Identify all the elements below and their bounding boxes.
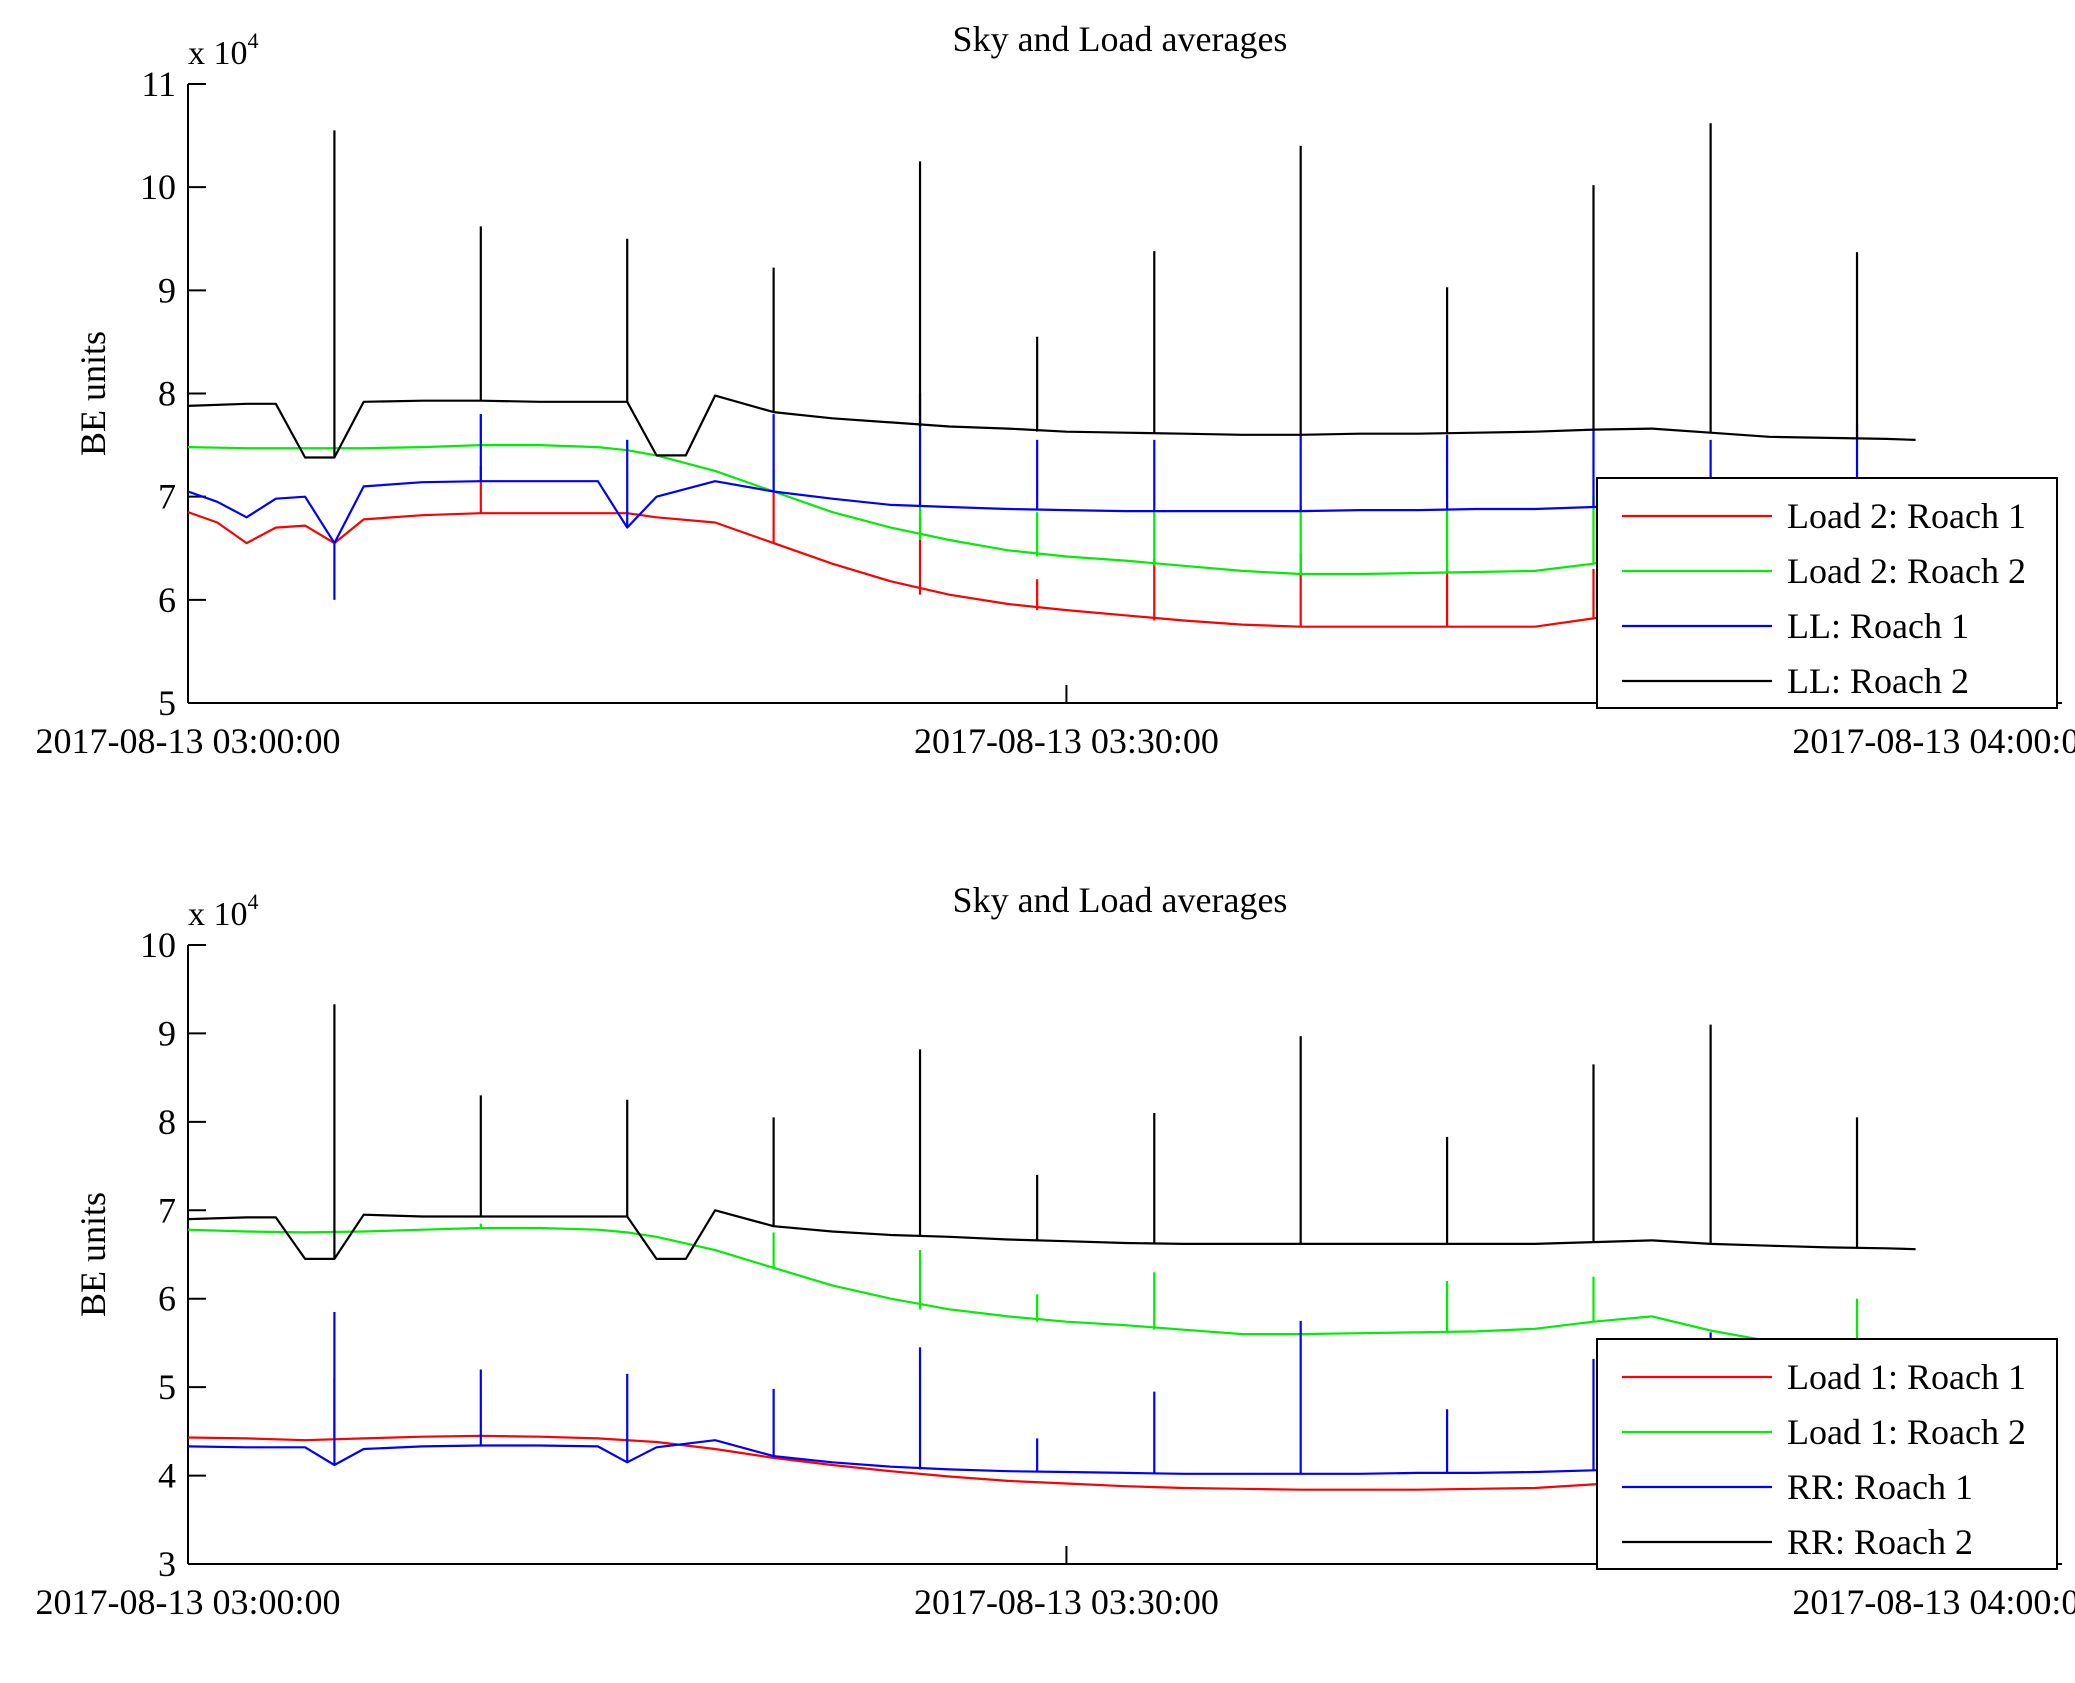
x-tick-label: 2017-08-13 03:30:00	[914, 721, 1219, 761]
y-multiplier-label: x 104	[188, 889, 259, 933]
legend-label: LL: Roach 1	[1787, 606, 1969, 646]
legend-label: Load 2: Roach 1	[1787, 496, 2026, 536]
chart-title: Sky and Load averages	[953, 19, 1288, 59]
series-4	[187, 123, 1916, 459]
y-tick-label: 10	[140, 925, 176, 965]
y-tick-label: 7	[158, 477, 176, 517]
legend-label: LL: Roach 2	[1787, 661, 1969, 701]
y-axis-label: BE units	[73, 331, 113, 456]
chart-panel-1: Sky and Load averages BE units x 104 5 6 7 8 9 1…	[36, 19, 2075, 761]
x-tick-label: 2017-08-13 03:00:00	[36, 1582, 341, 1622]
y-multiplier-base: x 10	[188, 35, 248, 72]
x-tick-label: 2017-08-13 04:00:00	[1792, 1582, 2075, 1622]
y-tick-label: 9	[158, 1013, 176, 1053]
y-tick-label: 8	[158, 1102, 176, 1142]
y-tick-label: 9	[158, 270, 176, 310]
series-line	[187, 1209, 1916, 1261]
y-tick-label: 5	[158, 1367, 176, 1407]
legend: Load 2: Roach 1 Load 2: Roach 2 LL: Roach …	[1596, 477, 2058, 709]
y-multiplier-exponent: 4	[248, 889, 259, 914]
legend-label: RR: Roach 2	[1787, 1522, 1973, 1562]
chart-title: Sky and Load averages	[953, 880, 1288, 920]
y-multiplier-exponent: 4	[248, 28, 259, 53]
y-tick-label: 8	[158, 374, 176, 414]
y-tick-label: 7	[158, 1190, 176, 1230]
y-multiplier-label: x 104	[188, 28, 259, 72]
y-tick-label: 3	[158, 1544, 176, 1584]
y-axis-label: BE units	[73, 1192, 113, 1317]
legend-label: Load 1: Roach 2	[1787, 1412, 2026, 1452]
series-line	[187, 394, 1916, 459]
legend: Load 1: Roach 1 Load 1: Roach 2 RR: Roach …	[1596, 1338, 2058, 1570]
y-tick-label: 6	[158, 580, 176, 620]
y-tick-label: 11	[141, 64, 176, 104]
y-tick-label: 10	[140, 167, 176, 207]
legend-label: Load 1: Roach 1	[1787, 1357, 2026, 1397]
x-tick-label: 2017-08-13 03:30:00	[914, 1582, 1219, 1622]
x-tick-label: 2017-08-13 04:00:00	[1792, 721, 2075, 761]
y-tick-label: 5	[158, 683, 176, 723]
legend-label: Load 2: Roach 2	[1787, 551, 2026, 591]
legend-label: RR: Roach 1	[1787, 1467, 1973, 1507]
y-tick-label: 6	[158, 1279, 176, 1319]
y-multiplier-base: x 10	[188, 896, 248, 933]
x-tick-label: 2017-08-13 03:00:00	[36, 721, 341, 761]
series-4	[187, 1004, 1916, 1261]
y-tick-label: 4	[158, 1456, 176, 1496]
